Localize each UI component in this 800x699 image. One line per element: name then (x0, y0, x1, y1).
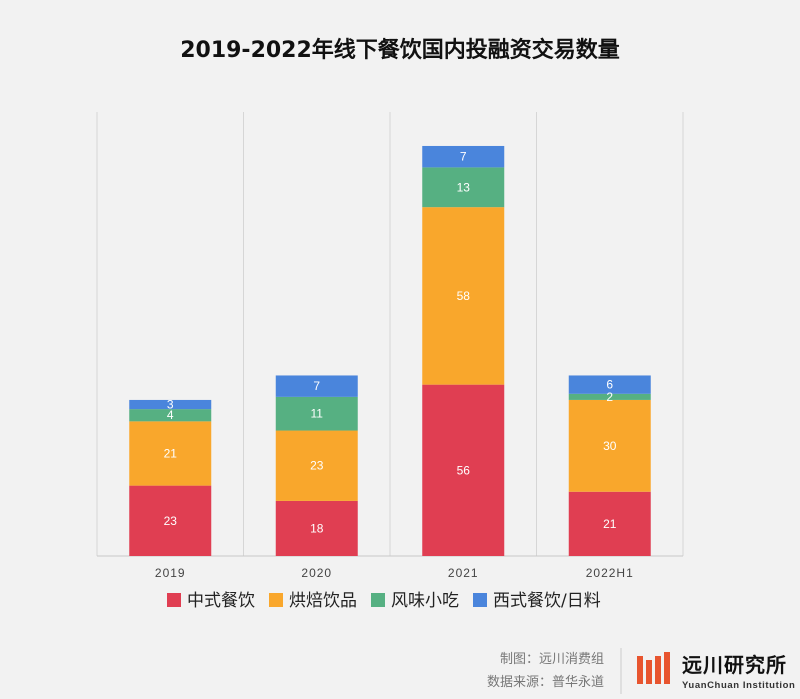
legend-label: 烘焙饮品 (289, 591, 357, 611)
data-label: 30 (603, 439, 617, 453)
data-label: 6 (606, 378, 613, 392)
bar-segment (422, 167, 505, 208)
data-label: 11 (311, 407, 324, 421)
bar-segment (568, 393, 651, 400)
data-label: 21 (603, 517, 617, 531)
data-label: 56 (457, 463, 471, 477)
x-tick-label: 2022H1 (586, 566, 634, 580)
logo-mark-icon (637, 652, 670, 684)
legend-swatch (473, 593, 487, 607)
legend-swatch (371, 593, 385, 607)
data-label: 3 (167, 398, 174, 412)
x-tick-label: 2019 (155, 566, 186, 580)
bar-segment (129, 421, 212, 486)
bar-segment (275, 430, 358, 501)
footer-source: 数据来源：普华永道 (487, 675, 604, 690)
footer: 制图：远川消费组 数据来源：普华永道 (487, 648, 622, 694)
bar-segment (422, 207, 505, 385)
chart-title: 2019-2022年线下餐饮国内投融资交易数量 (180, 37, 620, 63)
legend-item: 风味小吃 (371, 591, 459, 611)
legend-item: 中式餐饮 (167, 591, 255, 611)
data-label: 21 (164, 446, 178, 460)
legend-label: 风味小吃 (391, 591, 459, 611)
legend-item: 烘焙饮品 (269, 591, 357, 611)
legend-swatch (167, 593, 181, 607)
bar-segment (422, 145, 505, 168)
legend-label: 西式餐饮/日料 (493, 591, 601, 611)
data-label: 4 (167, 408, 174, 422)
bar-segment (568, 399, 651, 492)
category-labels: 2019 2020 2021 2022H1 (155, 566, 634, 580)
logo-name-en: YuanChuan Institution (682, 680, 795, 691)
data-label: 18 (310, 521, 324, 535)
bar-segment (129, 399, 212, 410)
data-label: 13 (457, 180, 471, 194)
data-label: 58 (457, 289, 471, 303)
logo-bar (664, 652, 670, 684)
bar-segment (275, 375, 358, 397)
x-tick-label: 2021 (448, 566, 479, 580)
data-label: 23 (164, 514, 178, 528)
x-tick-label: 2020 (301, 566, 332, 580)
data-label: 23 (310, 459, 324, 473)
bar-segment (422, 384, 505, 556)
data-label: 7 (313, 379, 320, 393)
value-labels: 23 21 43 18 23 11 7 56 58 13 7 21 30 26 (164, 150, 617, 536)
logo: 远川研究所 YuanChuan Institution (637, 652, 795, 691)
legend-item: 西式餐饮/日料 (473, 591, 601, 611)
bar-segment (275, 500, 358, 556)
logo-bar (646, 660, 652, 684)
logo-bar (655, 656, 661, 684)
bar-segment (275, 396, 358, 431)
bar-segment (568, 375, 651, 394)
data-label: 2 (606, 390, 613, 404)
bars (129, 145, 651, 556)
legend-label: 中式餐饮 (187, 591, 255, 611)
bar-segment (568, 491, 651, 556)
legend: 中式餐饮 烘焙饮品 风味小吃 西式餐饮/日料 (167, 591, 601, 611)
data-label: 7 (460, 150, 467, 164)
logo-bar (637, 656, 643, 684)
logo-name-cn: 远川研究所 (682, 653, 787, 677)
bar-segment (129, 485, 212, 556)
footer-credit: 制图：远川消费组 (500, 652, 604, 667)
bar-segment (129, 409, 212, 422)
legend-swatch (269, 593, 283, 607)
